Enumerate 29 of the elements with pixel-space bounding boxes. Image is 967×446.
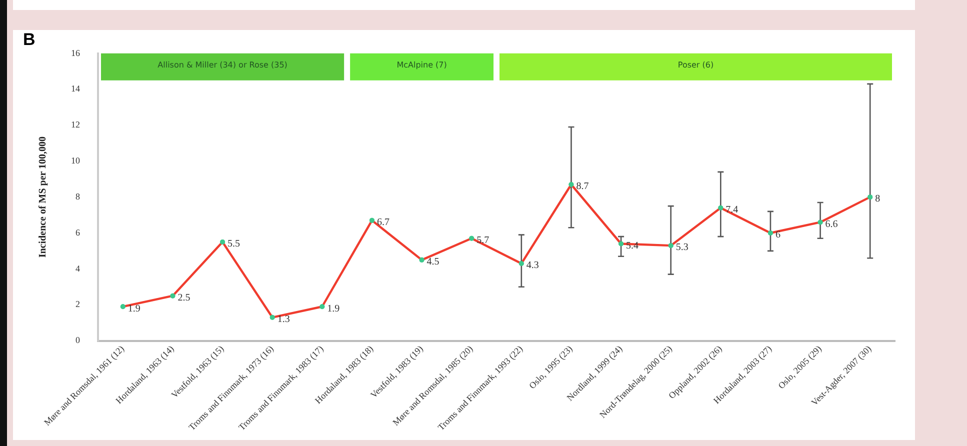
band-label: Poser (6): [678, 60, 714, 70]
data-label: 8.7: [576, 181, 589, 192]
data-label: 5.7: [476, 235, 490, 246]
data-label: 4.5: [426, 256, 440, 268]
y-tick-label: 4: [76, 263, 80, 274]
data-label: 1.9: [327, 303, 340, 314]
y-tick-label: 14: [71, 84, 80, 94]
band-label: Allison & Miller (34) or Rose (35): [158, 60, 288, 70]
data-label: 6: [775, 230, 780, 241]
data-label: 6.7: [376, 217, 390, 228]
y-tick-label: 6: [76, 227, 80, 238]
data-label: 8: [875, 194, 880, 205]
y-axis-title: Incidence of MS per 100,000: [38, 136, 49, 258]
text: B: [23, 30, 36, 50]
y-tick-label: 10: [71, 156, 80, 166]
data-label: 1.3: [277, 314, 290, 326]
data-label: 4.3: [526, 260, 539, 272]
y-tick-label: 16: [71, 48, 80, 58]
y-tick-label: 12: [71, 120, 80, 130]
data-label: 1.9: [128, 303, 140, 314]
y-tick-label: 0: [76, 335, 80, 346]
y-tick-label: 2: [76, 299, 80, 310]
data-label: 5.3: [676, 242, 688, 254]
data-label: 5.5: [228, 238, 240, 250]
y-tick-label: 8: [76, 191, 80, 202]
band-label: McAlpine (7): [396, 60, 447, 70]
data-label: 2.5: [178, 292, 190, 304]
data-label: 7.4: [726, 204, 738, 216]
data-label: 6.6: [825, 218, 838, 230]
